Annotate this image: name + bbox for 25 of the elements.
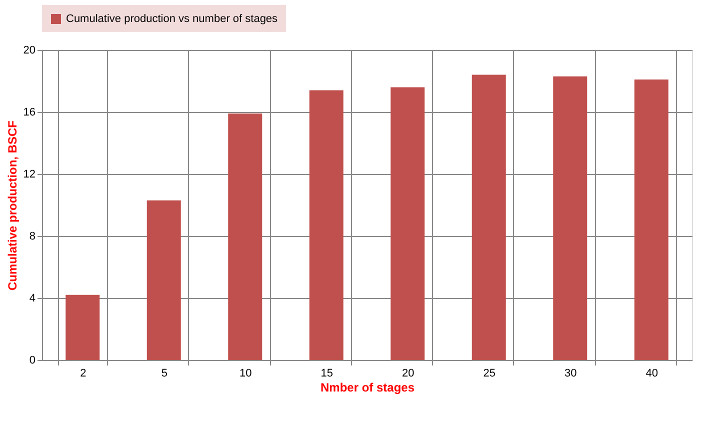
x-axis-title: Nmber of stages xyxy=(320,380,415,394)
x-tick-label: 20 xyxy=(402,368,414,380)
x-tick-label: 25 xyxy=(483,368,496,380)
y-axis-title: Cumulative production, BSCF xyxy=(5,120,20,291)
y-tick-label: 8 xyxy=(29,230,36,242)
bar xyxy=(228,114,262,360)
x-tick-label: 30 xyxy=(564,368,577,380)
y-tick-label: 20 xyxy=(23,44,36,56)
bar xyxy=(634,79,668,360)
y-tick-label: 12 xyxy=(23,168,36,180)
x-tick-label: 10 xyxy=(240,368,252,380)
x-tick-label: 2 xyxy=(80,368,86,380)
bar xyxy=(146,200,181,360)
legend-label: Cumulative production vs number of stages xyxy=(66,13,278,25)
x-tick-label: 15 xyxy=(320,368,333,380)
y-tick-label: 0 xyxy=(29,354,36,366)
x-tick-label: 40 xyxy=(646,368,658,380)
y-tick-label: 4 xyxy=(29,292,36,304)
y-tick-label: 16 xyxy=(23,106,36,118)
bar xyxy=(472,74,506,360)
bar xyxy=(553,76,588,360)
bar xyxy=(390,87,425,360)
bar xyxy=(309,90,344,360)
x-tick-label: 5 xyxy=(161,368,168,380)
bar xyxy=(66,294,100,360)
